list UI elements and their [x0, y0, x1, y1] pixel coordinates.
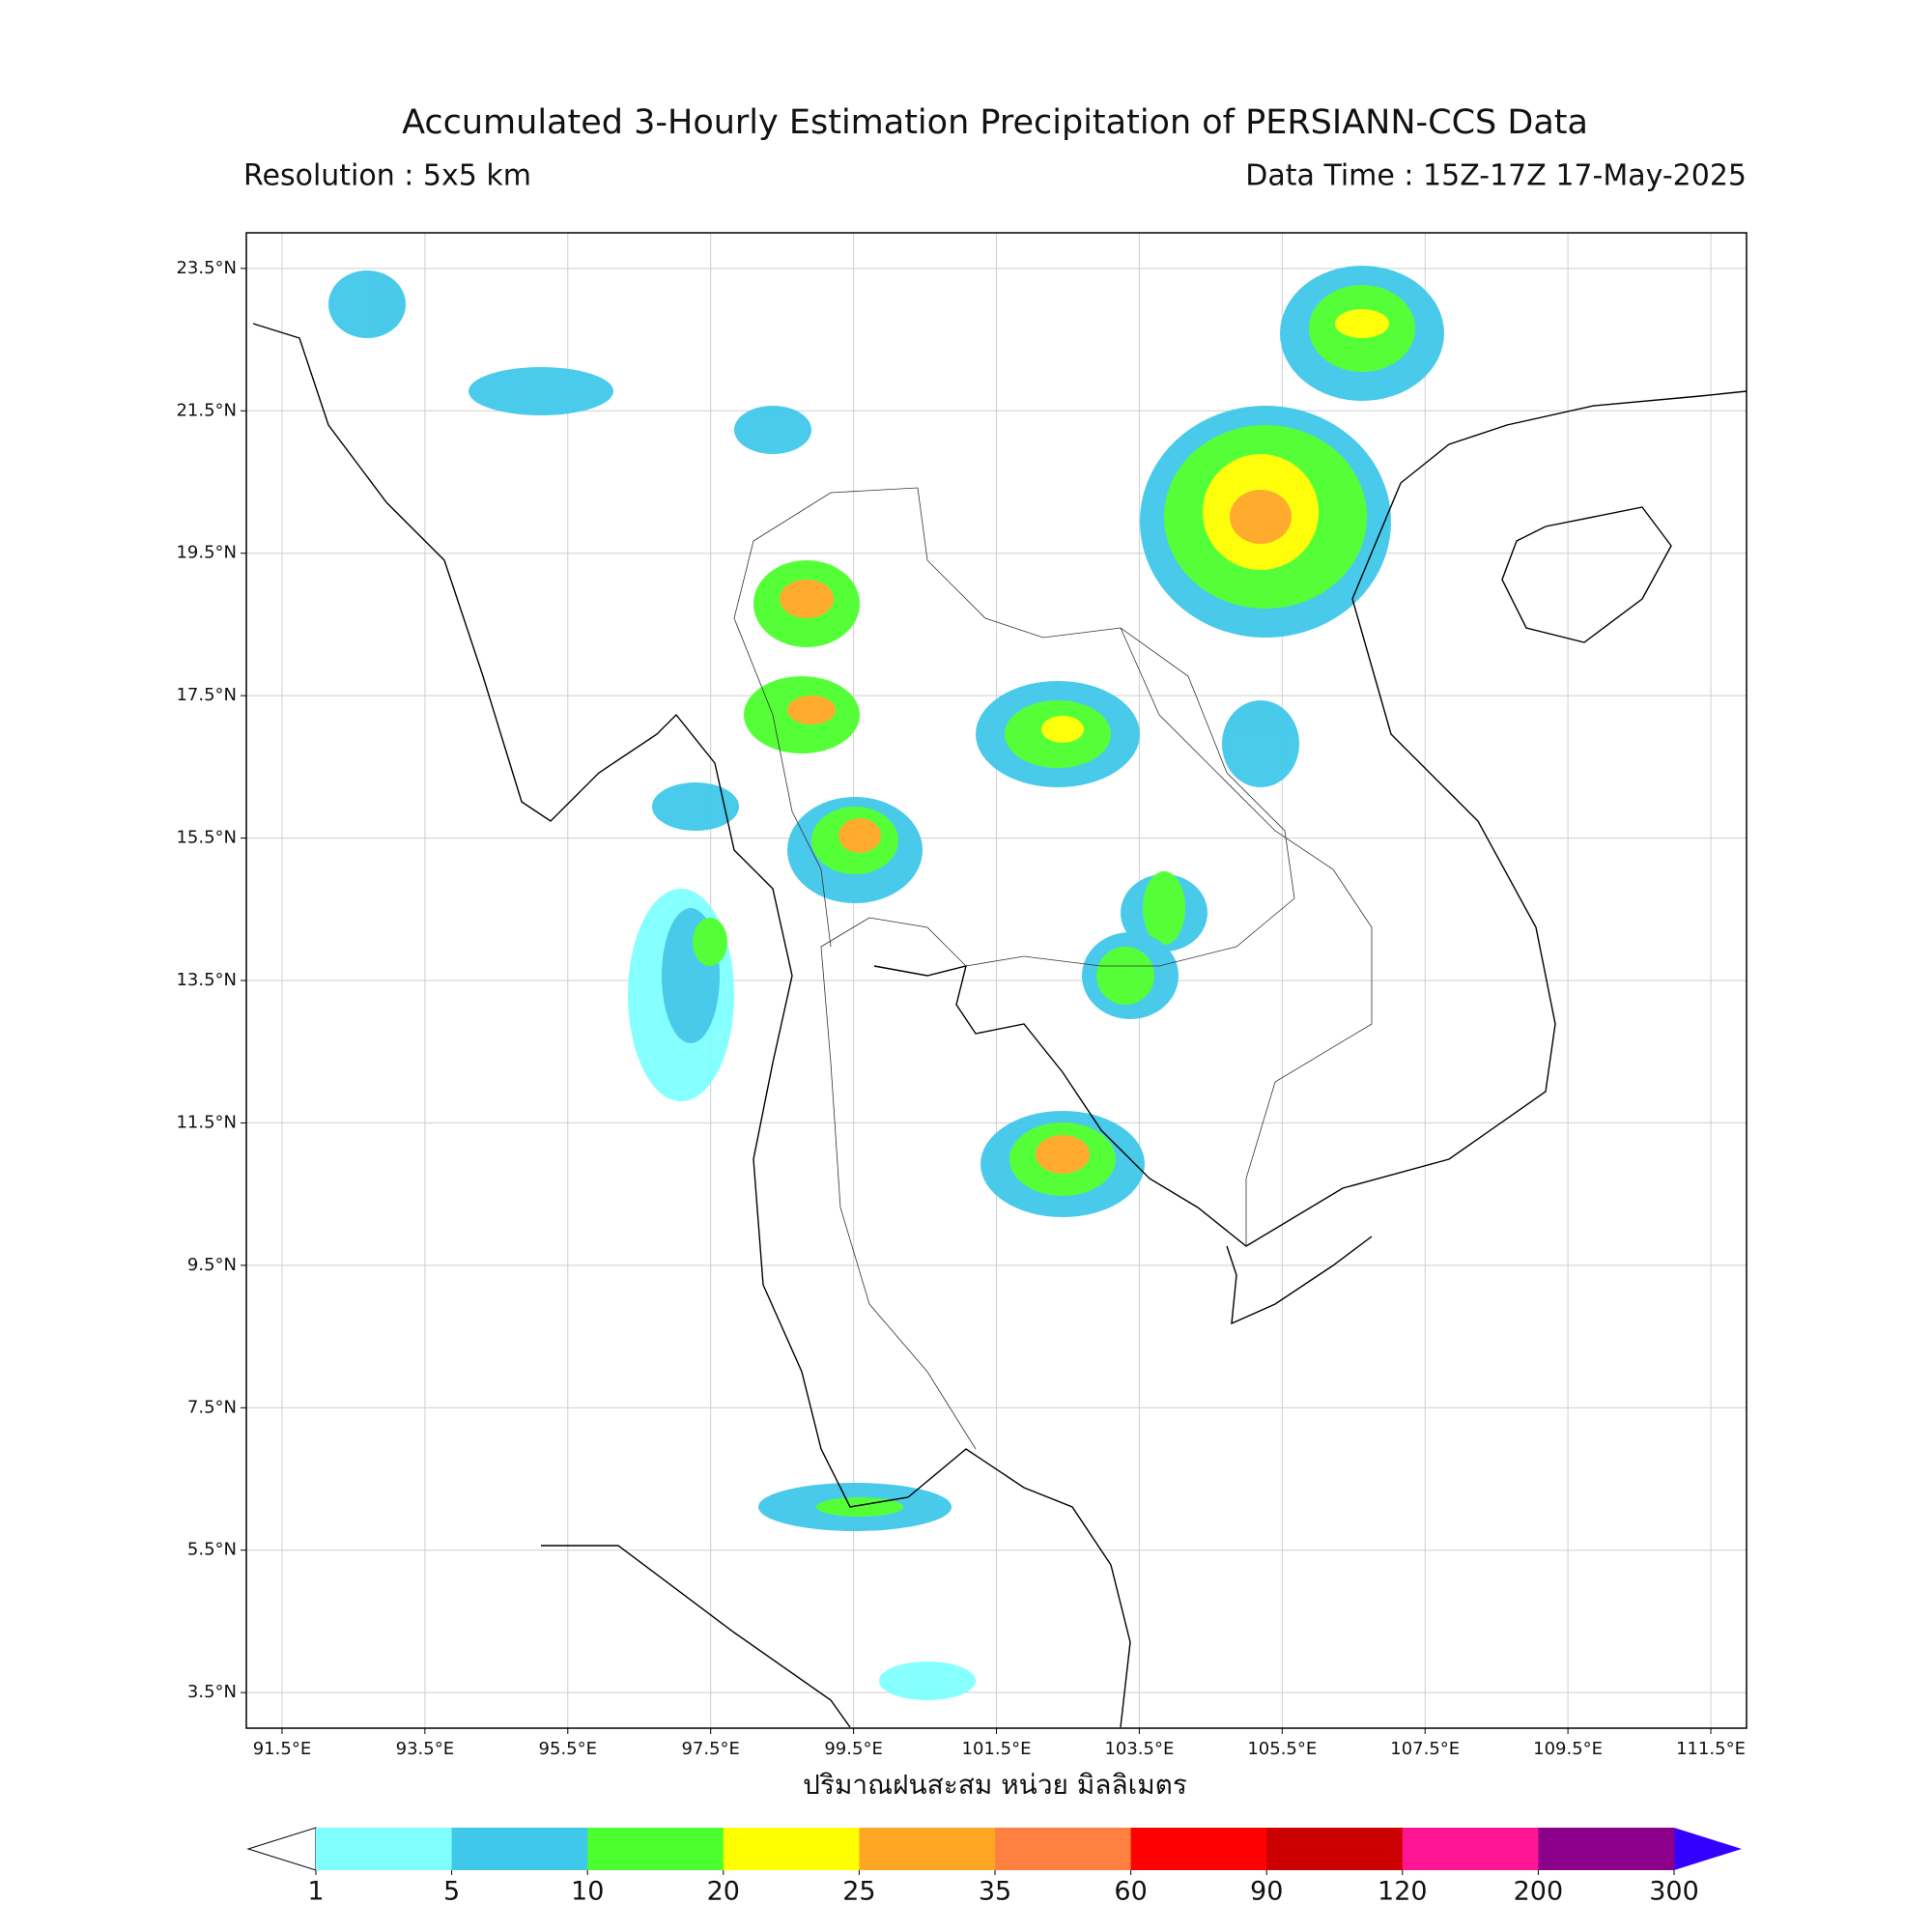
coastline: [873, 390, 1747, 1247]
coastlines: [252, 323, 1747, 1728]
colorbar-tick-label: 200: [1514, 1877, 1564, 1907]
border: [733, 540, 832, 948]
y-tick-label: 21.5°N: [176, 400, 237, 420]
rain-area: [787, 696, 836, 724]
y-tick-label: 23.5°N: [176, 258, 237, 278]
y-tick-label: 19.5°N: [176, 543, 237, 563]
colorbar-tick-label: 60: [1114, 1877, 1147, 1907]
borders: [733, 487, 1373, 1450]
border: [753, 487, 1295, 1450]
x-tick-label: 109.5°E: [1533, 1739, 1603, 1759]
grid: [246, 233, 1747, 1728]
colorbar-label: ปริมาณฝนสะสม หน่วย มิลลิเมตร: [803, 1769, 1187, 1801]
x-tick-label: 93.5°E: [396, 1739, 454, 1759]
colorbar-box: [723, 1828, 860, 1870]
x-tick-label: 99.5°E: [824, 1739, 882, 1759]
rain-area: [1041, 716, 1084, 743]
rain-area: [1143, 871, 1185, 945]
colorbar-box: [451, 1828, 588, 1870]
rain-areas: [328, 266, 1444, 1700]
colorbar-over: [1674, 1828, 1742, 1870]
border: [1120, 627, 1373, 1246]
x-tick-label: 91.5°E: [253, 1739, 311, 1759]
x-tick-label: 107.5°E: [1390, 1739, 1460, 1759]
colorbar: 1 5 10 20 25 35 60 90 120 200 300: [246, 1827, 1742, 1907]
colorbar-under: [246, 1827, 317, 1871]
x-tick-label: 97.5°E: [681, 1739, 739, 1759]
island: [1501, 506, 1672, 643]
colorbar-tick-label: 90: [1250, 1877, 1283, 1907]
x-tick-label: 103.5°E: [1104, 1739, 1174, 1759]
colorbar-box: [587, 1828, 724, 1870]
coastline: [1226, 1236, 1373, 1325]
colorbar-tick-label: 5: [443, 1877, 460, 1907]
rain-area: [652, 782, 739, 831]
colorbar-box: [1130, 1828, 1267, 1870]
y-tick-label: 5.5°N: [187, 1540, 237, 1560]
rain-area: [780, 580, 834, 618]
y-tick-label: 15.5°N: [176, 828, 237, 848]
x-tick-label: 105.5°E: [1247, 1739, 1317, 1759]
rain-area: [1222, 700, 1299, 787]
title: Accumulated 3-Hourly Estimation Precipit…: [402, 103, 1588, 142]
y-tick-label: 3.5°N: [187, 1682, 237, 1702]
colorbar-tick-label: 10: [571, 1877, 604, 1907]
rain-area: [693, 918, 727, 966]
colorbar-tick-label: 20: [707, 1877, 740, 1907]
x-tick-label: 111.5°E: [1676, 1739, 1746, 1759]
y-tick-label: 13.5°N: [176, 970, 237, 990]
rain-area: [469, 367, 613, 415]
colorbar-box: [859, 1828, 996, 1870]
rain-area: [1036, 1135, 1090, 1174]
resolution: Resolution : 5x5 km: [243, 159, 531, 193]
rain-area: [1230, 490, 1292, 544]
colorbar-tick-label: 35: [979, 1877, 1011, 1907]
colorbar-box: [1402, 1828, 1539, 1870]
rain-area: [838, 818, 881, 853]
rain-area: [734, 406, 811, 454]
colorbar-box: [995, 1828, 1132, 1870]
x-tick-label: 95.5°E: [539, 1739, 597, 1759]
rain-area: [1335, 309, 1389, 338]
coastline: [252, 323, 1131, 1728]
y-tick-label: 7.5°N: [187, 1397, 237, 1417]
colorbar-box: [1266, 1828, 1404, 1870]
colorbar-box: [1538, 1828, 1675, 1870]
rain-area: [1096, 947, 1154, 1005]
colorbar-tick-label: 300: [1649, 1877, 1699, 1907]
rain-area: [879, 1662, 976, 1700]
colorbar-tick-label: 1: [307, 1877, 324, 1907]
y-tick-label: 11.5°N: [176, 1112, 237, 1132]
data-time: Data Time : 15Z-17Z 17-May-2025: [1245, 159, 1747, 193]
coastline: [541, 1545, 851, 1728]
colorbar-tick-label: 120: [1378, 1877, 1428, 1907]
y-tick-label: 9.5°N: [187, 1255, 237, 1275]
x-tick-label: 101.5°E: [962, 1739, 1032, 1759]
y-tick-label: 17.5°N: [176, 685, 237, 705]
rain-area: [328, 270, 406, 338]
colorbar-tick-label: 25: [842, 1877, 875, 1907]
colorbar-box: [316, 1828, 453, 1870]
